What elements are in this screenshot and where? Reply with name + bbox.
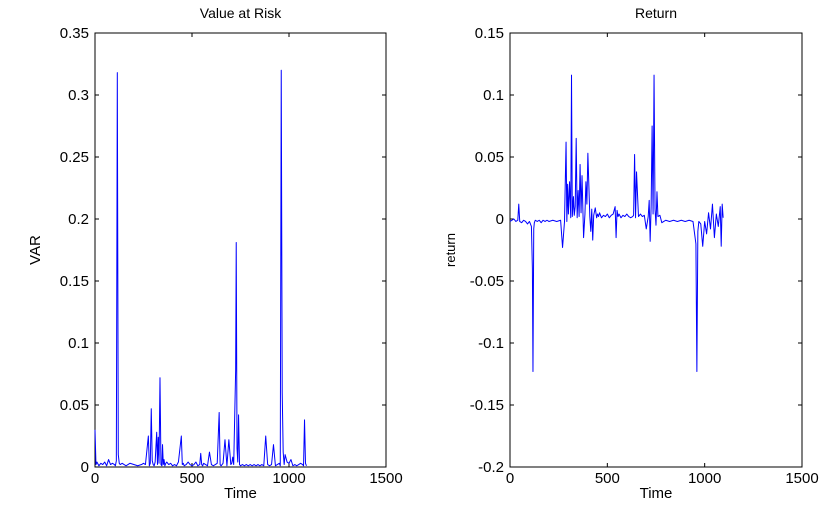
y-tick-label: 0.05 <box>60 397 89 414</box>
y-tick-label: 0.35 <box>60 25 89 42</box>
y-tick-label: -0.2 <box>478 459 504 476</box>
y-tick-label: -0.05 <box>470 273 504 290</box>
y-tick-label: 0.15 <box>60 273 89 290</box>
series-line <box>509 74 724 373</box>
x-tick-label: 0 <box>91 470 99 487</box>
y-tick-label: 0.15 <box>475 25 504 42</box>
x-tick-label: 0 <box>506 470 514 487</box>
y-tick-label: 0.05 <box>475 149 504 166</box>
x-axis-label: Time <box>640 485 673 502</box>
y-axis-label: return <box>443 233 458 267</box>
y-axis-label: VAR <box>27 235 44 265</box>
x-tick-label: 500 <box>179 470 204 487</box>
y-tick-label: 0.3 <box>68 87 89 104</box>
y-tick-label: -0.1 <box>478 335 504 352</box>
plot-frame <box>94 32 387 468</box>
x-tick-label: 500 <box>595 470 620 487</box>
x-tick-label: 1500 <box>369 470 402 487</box>
var-chart: 0 500 1000 1500 0 0.05 0.1 0.15 0.2 0.25 0.3 0.35 Va… <box>27 5 403 502</box>
y-tick-label: 0 <box>81 459 89 476</box>
y-tick-label: 0.1 <box>483 87 504 104</box>
y-tick-label: 0.25 <box>60 149 89 166</box>
y-tick-label: 0.1 <box>68 335 89 352</box>
chart-title: Value at Risk <box>200 5 282 21</box>
x-axis-label: Time <box>224 485 257 502</box>
y-tick-label: -0.15 <box>470 397 504 414</box>
x-tick-label: 1000 <box>272 470 305 487</box>
y-tick-label: 0.2 <box>68 211 89 228</box>
series-line <box>94 69 307 467</box>
return-chart: 0 500 1000 1500 -0.2 -0.15 -0.1 -0.05 0 0.05 0.1 0.… <box>443 5 819 502</box>
x-tick-label: 1500 <box>785 470 818 487</box>
y-tick-label: 0 <box>496 211 504 228</box>
plot-frame <box>509 32 803 468</box>
x-tick-label: 1000 <box>688 470 721 487</box>
chart-title: Return <box>635 5 677 21</box>
